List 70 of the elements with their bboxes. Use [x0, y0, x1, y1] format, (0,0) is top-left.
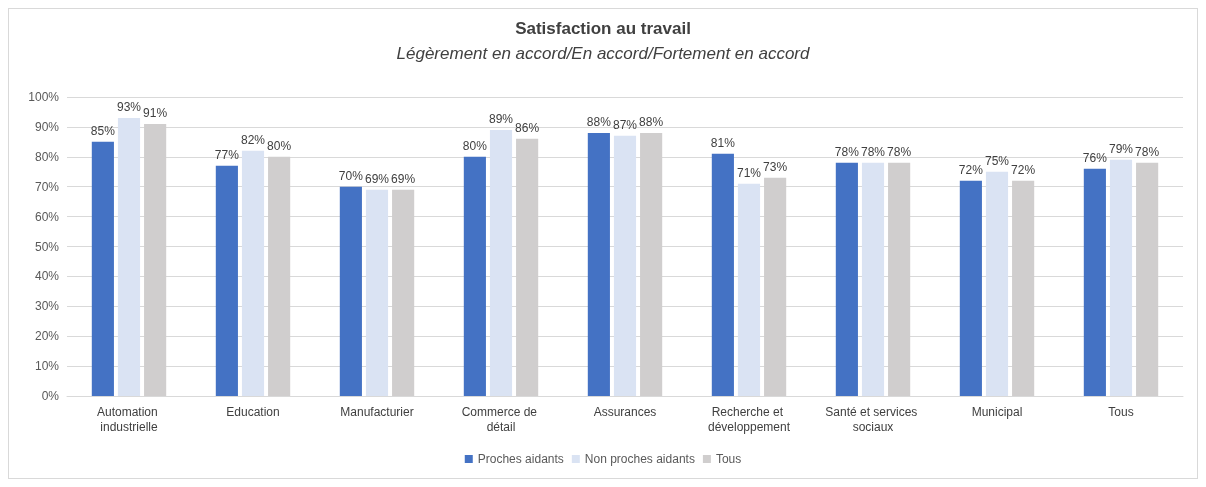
bar: [91, 141, 114, 396]
y-tick-label: 100%: [28, 90, 60, 104]
data-label: 89%: [488, 111, 514, 126]
y-tick-label: 60%: [34, 209, 60, 224]
y-tick-label: 80%: [34, 149, 60, 164]
data-label: 76%: [1082, 150, 1108, 165]
y-tick-label: 70%: [34, 179, 60, 194]
bar: [339, 186, 362, 396]
bar: [489, 129, 513, 396]
bar: [861, 162, 885, 396]
x-tick-label: Municipal: [971, 404, 1023, 419]
y-tick-label: 0%: [41, 389, 60, 403]
y-tick-label: 20%: [34, 329, 60, 344]
bar: [215, 165, 238, 396]
y-tick-label: 30%: [34, 299, 60, 314]
data-label: 71%: [736, 165, 762, 180]
bar: [117, 117, 141, 396]
data-label: 78%: [887, 144, 912, 159]
data-label: 78%: [834, 144, 860, 159]
x-tick-label: Manufacturier: [340, 404, 414, 419]
bar: [1083, 168, 1106, 396]
bar: [711, 153, 734, 396]
x-tick-label: Education: [226, 404, 280, 419]
y-tick-label: 40%: [34, 269, 60, 284]
data-label: 80%: [267, 138, 292, 153]
data-label: 93%: [116, 99, 142, 114]
x-tick-label: Tous: [1108, 404, 1134, 419]
chart-title: Satisfaction au travail: [515, 19, 691, 38]
chart-subtitle: Légèrement en accord/En accord/Fortement en accord: [396, 44, 811, 63]
data-label: 91%: [143, 105, 168, 120]
data-label: 79%: [1108, 141, 1134, 156]
legend-label: Proches aidants: [477, 452, 564, 466]
bar: [613, 135, 637, 396]
data-label: 87%: [612, 117, 638, 132]
data-label: 85%: [90, 123, 116, 138]
data-label: 88%: [586, 114, 612, 129]
bar: [241, 150, 265, 396]
bar: [835, 162, 858, 396]
bar: [587, 132, 610, 396]
bar: [737, 183, 761, 396]
data-label: 82%: [240, 132, 266, 147]
bar: [959, 180, 982, 396]
data-label: 80%: [462, 138, 488, 153]
data-label: 86%: [515, 120, 540, 135]
x-tick-label: Santé et services sociaux: [825, 404, 921, 434]
x-tick-label: Assurances: [593, 404, 657, 419]
x-tick-label: Commerce de détail: [461, 404, 541, 434]
y-tick-label: 90%: [34, 119, 60, 134]
bar: [985, 171, 1009, 396]
data-label: 88%: [639, 114, 664, 129]
y-tick-label: 10%: [34, 359, 60, 374]
bar: [463, 156, 486, 396]
x-tick-label: Recherche et développement: [707, 404, 791, 434]
data-label: 70%: [338, 168, 364, 183]
legend-label: Tous: [715, 452, 742, 466]
x-tick-label: Automation industrielle: [96, 404, 162, 434]
data-label: 69%: [391, 171, 416, 186]
data-label: 73%: [763, 159, 788, 174]
bar: [1109, 159, 1133, 396]
data-label: 81%: [710, 135, 736, 150]
data-label: 72%: [958, 162, 984, 177]
data-label: 78%: [860, 144, 886, 159]
data-label: 69%: [364, 171, 390, 186]
data-label: 72%: [1011, 162, 1036, 177]
bar: [365, 189, 389, 396]
legend-label: Non proches aidants: [584, 452, 695, 466]
data-label: 77%: [214, 147, 240, 162]
y-tick-label: 50%: [34, 239, 60, 254]
data-label: 75%: [984, 153, 1010, 168]
data-label: 78%: [1135, 144, 1160, 159]
